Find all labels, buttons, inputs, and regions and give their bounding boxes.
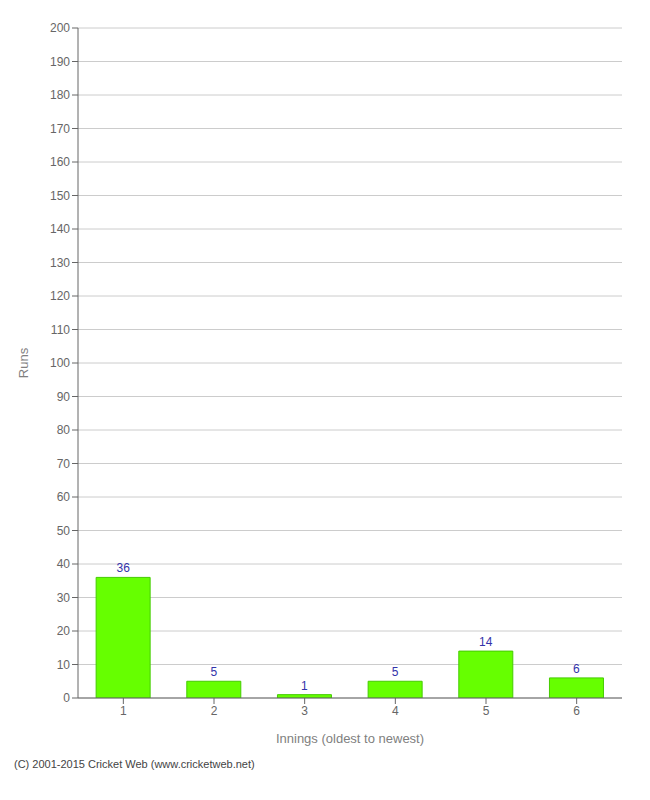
- svg-text:100: 100: [50, 356, 70, 370]
- svg-text:50: 50: [57, 524, 71, 538]
- svg-text:20: 20: [57, 624, 71, 638]
- svg-text:200: 200: [50, 21, 70, 35]
- svg-text:10: 10: [57, 658, 71, 672]
- svg-text:36: 36: [116, 561, 130, 575]
- svg-text:5: 5: [483, 704, 490, 718]
- svg-text:6: 6: [573, 704, 580, 718]
- svg-text:3: 3: [301, 704, 308, 718]
- svg-text:2: 2: [211, 704, 218, 718]
- svg-text:40: 40: [57, 557, 71, 571]
- svg-text:170: 170: [50, 122, 70, 136]
- svg-text:140: 140: [50, 222, 70, 236]
- svg-text:60: 60: [57, 490, 71, 504]
- svg-text:160: 160: [50, 155, 70, 169]
- svg-text:150: 150: [50, 189, 70, 203]
- svg-text:70: 70: [57, 457, 71, 471]
- svg-text:5: 5: [392, 665, 399, 679]
- svg-text:110: 110: [51, 323, 70, 337]
- svg-text:120: 120: [50, 289, 70, 303]
- svg-text:6: 6: [573, 662, 580, 676]
- svg-text:80: 80: [57, 423, 71, 437]
- svg-text:14: 14: [479, 635, 493, 649]
- svg-text:0: 0: [63, 691, 70, 705]
- svg-text:Runs: Runs: [16, 347, 31, 378]
- svg-text:1: 1: [120, 704, 127, 718]
- svg-text:130: 130: [50, 256, 70, 270]
- svg-text:4: 4: [392, 704, 399, 718]
- svg-text:5: 5: [210, 665, 217, 679]
- svg-text:90: 90: [57, 390, 71, 404]
- svg-text:190: 190: [50, 55, 70, 69]
- svg-text:30: 30: [57, 591, 71, 605]
- svg-text:180: 180: [50, 88, 70, 102]
- html-text:(C) 2001-2015 Cricket Web (www: (C) 2001-2015 Cricket Web (www.cricketwe…: [14, 758, 255, 770]
- svg-text:Innings (oldest to newest): Innings (oldest to newest): [276, 731, 424, 746]
- svg-text:1: 1: [301, 679, 308, 693]
